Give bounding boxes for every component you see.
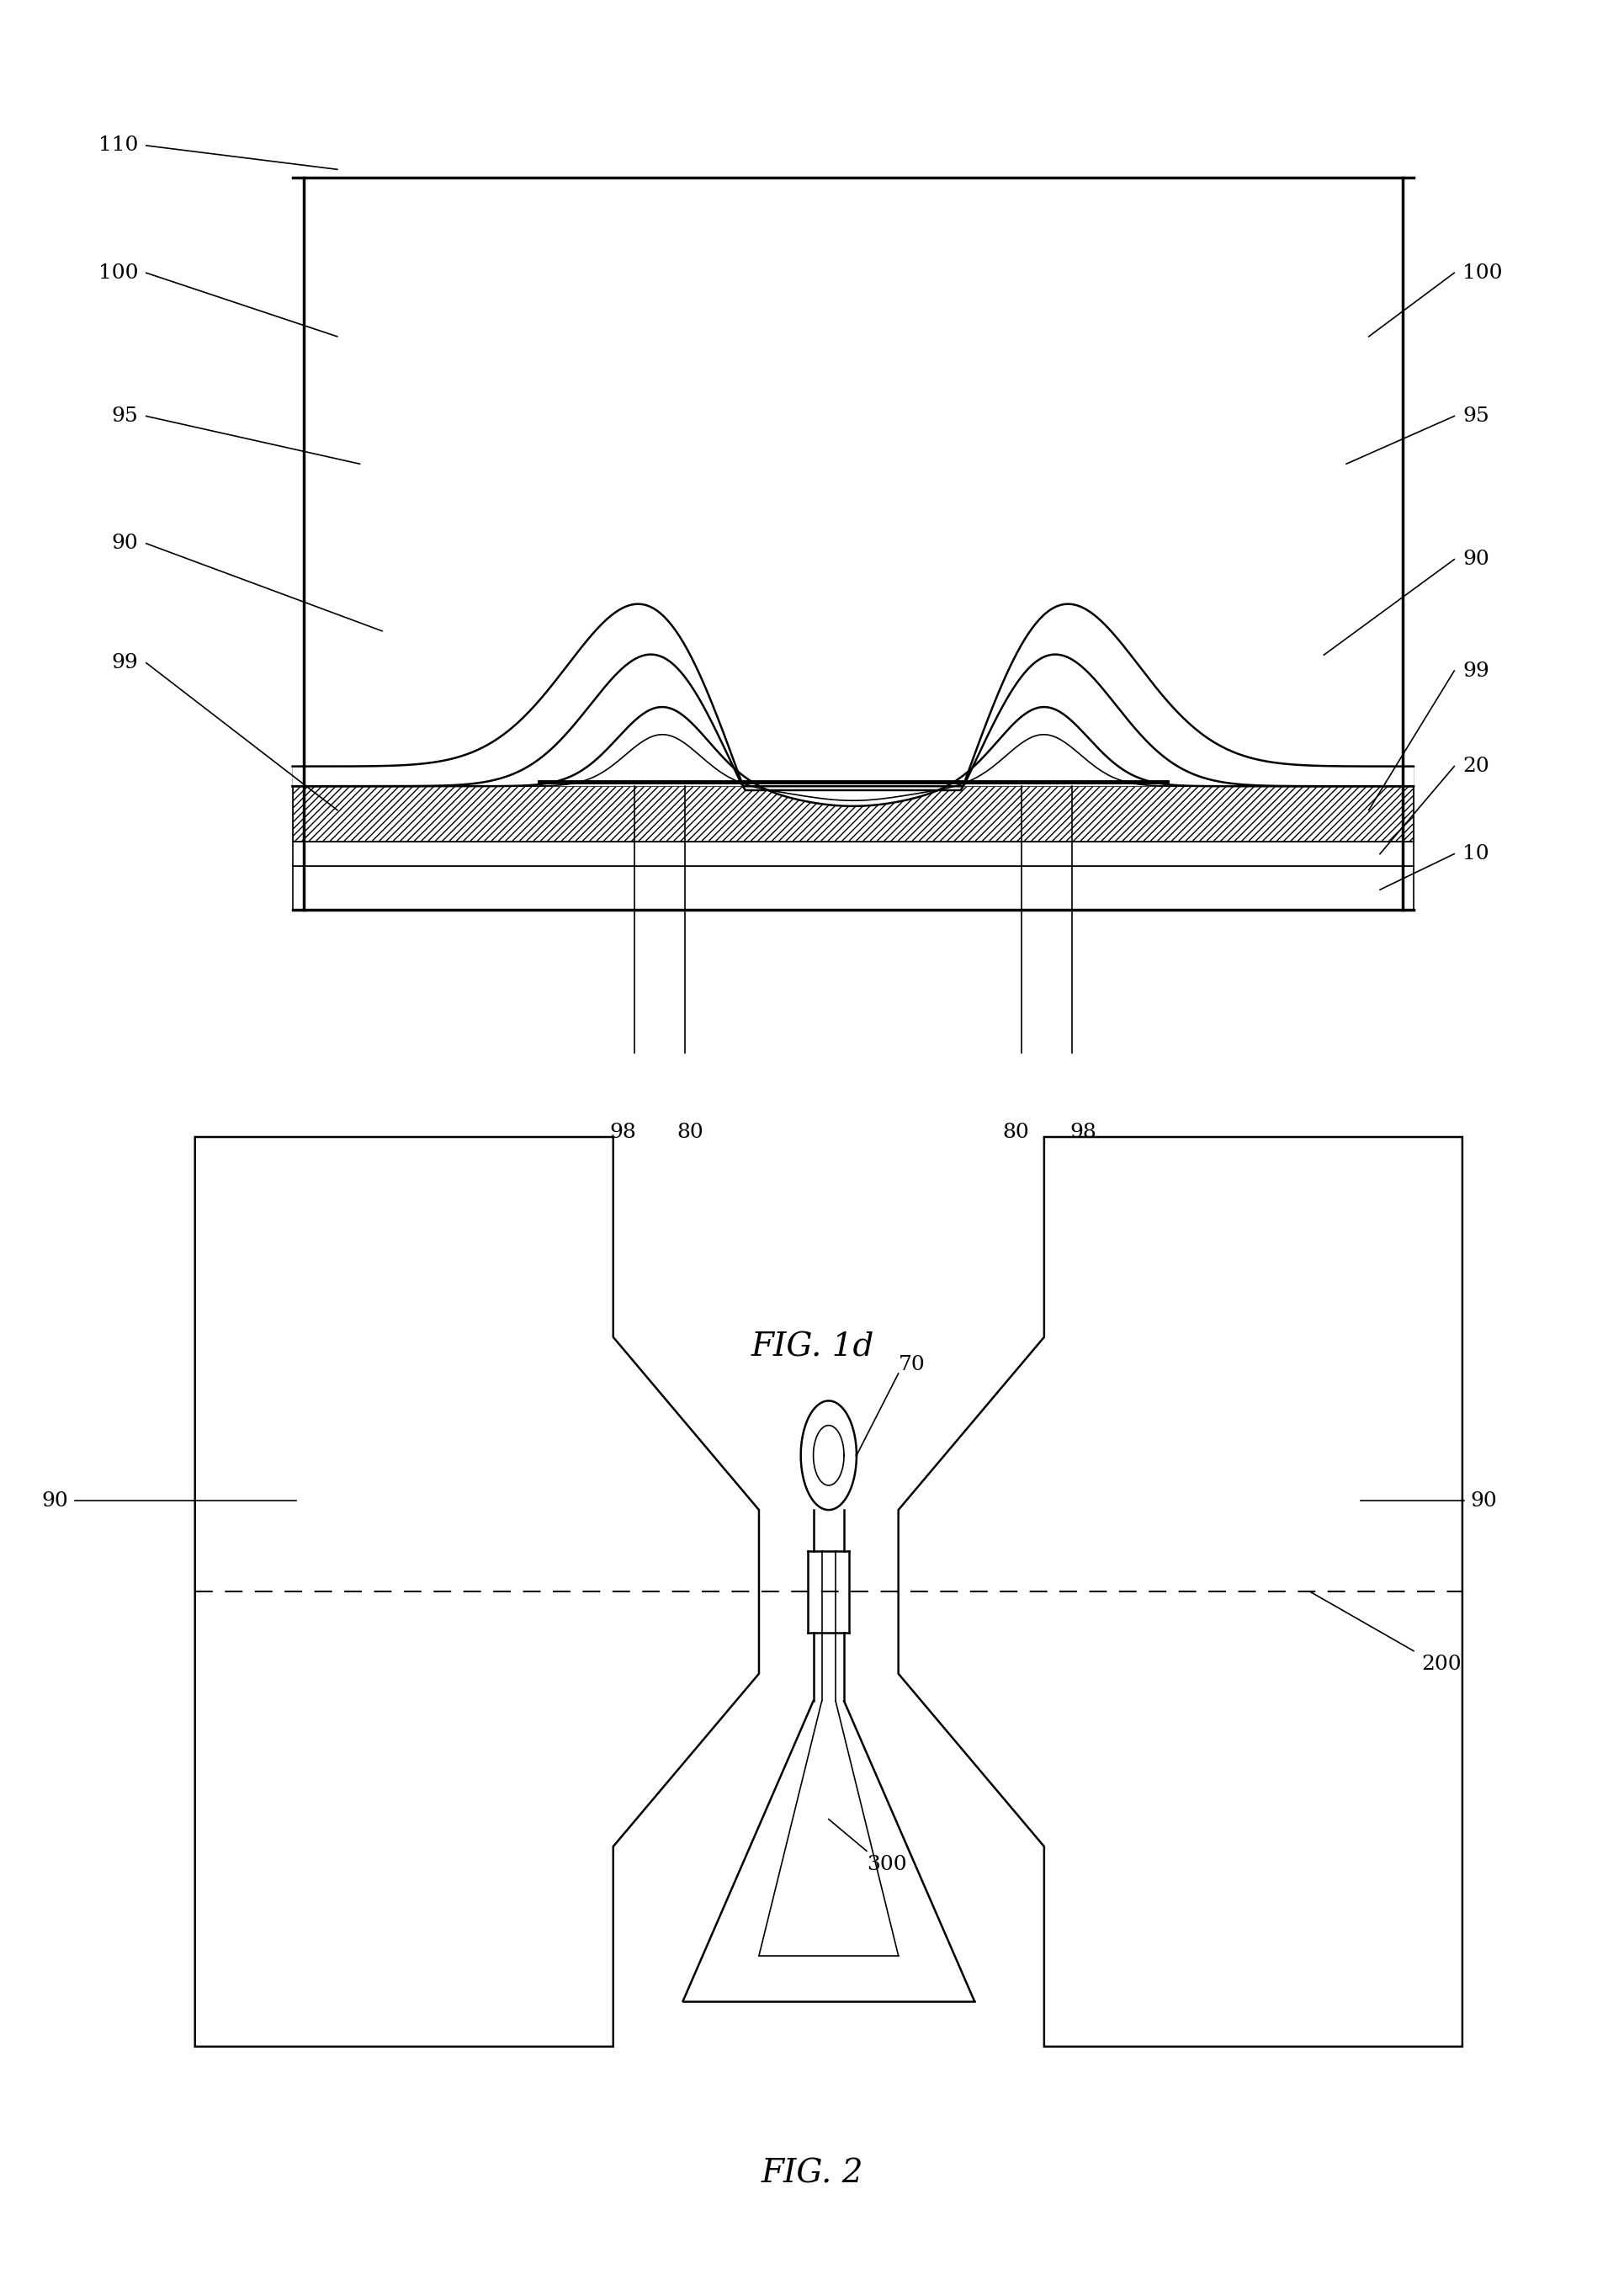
Text: 95: 95	[112, 407, 138, 425]
Text: 110: 110	[97, 136, 138, 155]
Text: 90: 90	[42, 1492, 68, 1510]
Text: 100: 100	[1462, 264, 1502, 282]
Text: 90: 90	[1462, 550, 1488, 568]
Text: 98: 98	[1069, 1123, 1096, 1142]
Text: 80: 80	[677, 1123, 703, 1142]
Text: 98: 98	[609, 1123, 637, 1142]
Polygon shape	[898, 1137, 1462, 2047]
Text: FIG. 2: FIG. 2	[762, 2158, 862, 2190]
Text: 10: 10	[1462, 844, 1488, 864]
Polygon shape	[292, 841, 1413, 866]
Text: 90: 90	[1470, 1492, 1496, 1510]
Text: 20: 20	[1462, 757, 1488, 775]
Polygon shape	[292, 866, 1413, 910]
Text: 99: 99	[112, 653, 138, 673]
Polygon shape	[292, 787, 1413, 841]
Polygon shape	[292, 605, 784, 791]
Text: 200: 200	[1421, 1655, 1462, 1674]
Text: 95: 95	[1462, 407, 1488, 425]
Polygon shape	[921, 605, 1413, 791]
Text: 300: 300	[866, 1856, 906, 1874]
Polygon shape	[195, 1137, 758, 2047]
Text: 70: 70	[898, 1355, 924, 1373]
Text: 99: 99	[1462, 662, 1488, 680]
Text: 90: 90	[112, 534, 138, 553]
Text: FIG. 1d: FIG. 1d	[750, 1333, 874, 1362]
Text: 100: 100	[97, 264, 138, 282]
Text: 80: 80	[1002, 1123, 1028, 1142]
